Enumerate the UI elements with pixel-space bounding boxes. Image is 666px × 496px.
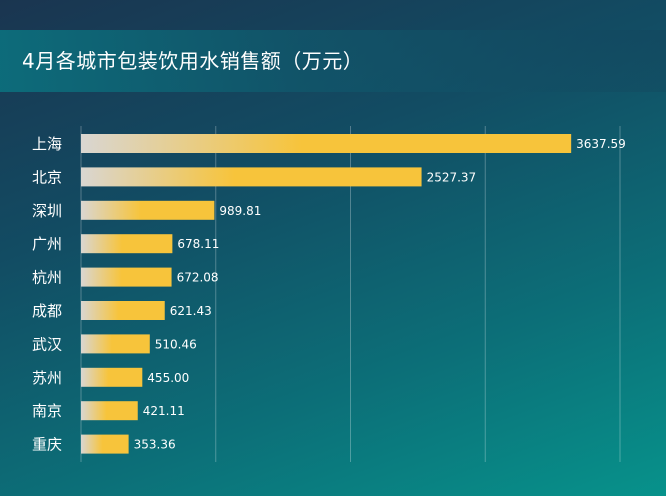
category-label: 深圳 xyxy=(32,202,62,220)
category-label: 重庆 xyxy=(32,436,62,454)
value-label: 353.36 xyxy=(134,438,176,452)
category-label: 南京 xyxy=(32,402,62,420)
category-label: 北京 xyxy=(32,168,62,186)
bar xyxy=(81,301,165,320)
category-label: 杭州 xyxy=(32,269,62,287)
bar xyxy=(81,367,143,387)
category-label: 成都 xyxy=(32,302,62,320)
value-label: 3637.59 xyxy=(576,137,626,151)
value-label: 989.81 xyxy=(219,204,261,218)
title-bar: 4月各城市包装饮用水销售额（万元） xyxy=(0,30,666,92)
category-label: 上海 xyxy=(32,135,62,153)
bar xyxy=(81,434,129,454)
category-label: 广州 xyxy=(32,235,62,253)
labels: 上海 3637.59 北京 2527.37 深圳 989.81 广州 678.11 杭州 672.… xyxy=(32,135,626,454)
bars xyxy=(81,134,572,454)
category-label: 武汉 xyxy=(32,335,62,353)
bar xyxy=(81,334,150,354)
bar xyxy=(81,134,572,153)
bar xyxy=(81,267,172,287)
bar xyxy=(81,200,215,220)
bar xyxy=(81,401,138,421)
value-label: 455.00 xyxy=(147,371,189,385)
value-label: 421.11 xyxy=(143,404,185,418)
value-label: 678.11 xyxy=(177,237,219,251)
value-label: 621.43 xyxy=(170,304,212,318)
category-label: 苏州 xyxy=(32,369,62,387)
bar xyxy=(81,234,173,254)
chart-title: 4月各城市包装饮用水销售额（万元） xyxy=(22,49,364,73)
value-label: 672.08 xyxy=(177,271,219,285)
value-label: 2527.37 xyxy=(427,170,477,184)
bar xyxy=(81,167,422,187)
value-label: 510.46 xyxy=(155,337,197,351)
